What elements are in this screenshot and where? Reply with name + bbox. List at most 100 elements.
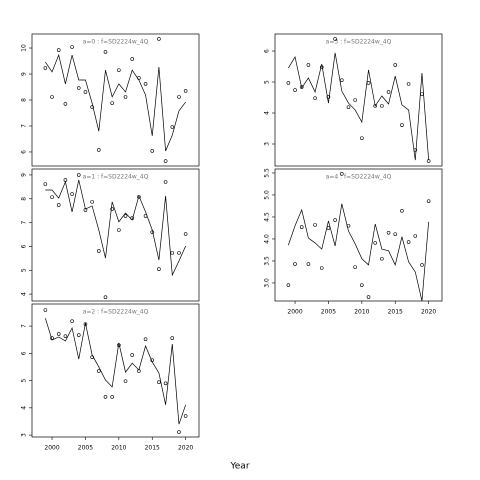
data-point — [90, 355, 94, 359]
y-tick-label: 5 — [21, 268, 28, 272]
fit-line — [45, 318, 186, 425]
x-tick-label: 2005 — [321, 309, 336, 316]
data-point — [366, 81, 371, 85]
data-point — [170, 125, 175, 129]
data-point — [286, 283, 291, 287]
data-point — [299, 225, 304, 229]
data-point — [313, 96, 317, 100]
data-point — [97, 249, 101, 253]
y-tick-label: 6 — [21, 244, 28, 248]
x-tick-label: 2000 — [44, 445, 59, 452]
y-tick-label: 3 — [21, 433, 28, 437]
data-point — [157, 380, 161, 385]
data-point — [313, 223, 317, 227]
data-point — [90, 105, 94, 109]
data-point — [333, 37, 337, 41]
y-tick-label: 3 — [264, 142, 271, 146]
y-tick-label: 6 — [264, 49, 271, 53]
y-tick-label: 5.5 — [264, 168, 271, 178]
data-point — [76, 333, 81, 337]
y-tick-label: 5 — [264, 80, 271, 84]
data-point — [373, 241, 378, 245]
data-point — [63, 102, 68, 106]
panel-frame — [274, 33, 443, 167]
data-point — [353, 98, 357, 102]
data-point — [420, 92, 424, 96]
data-point — [373, 104, 378, 108]
panel-title: a=1 : f=SD2224w_4Q — [83, 174, 149, 181]
data-point — [83, 322, 88, 326]
data-point — [293, 262, 297, 266]
data-point — [406, 240, 411, 244]
data-point — [50, 336, 54, 340]
data-point — [56, 203, 61, 207]
y-tick-label: 5 — [21, 378, 28, 382]
data-point — [163, 180, 168, 184]
data-point — [286, 81, 291, 85]
y-tick-label: 4.0 — [264, 234, 271, 244]
data-point — [123, 379, 128, 383]
data-point — [339, 78, 344, 82]
data-point — [183, 89, 188, 93]
panel-title: a=2 : f=SD2224w_4Q — [83, 309, 149, 316]
data-point — [103, 50, 108, 54]
x-tick-label: 2020 — [421, 309, 436, 316]
data-point — [70, 45, 74, 49]
data-point — [157, 37, 161, 41]
data-point — [360, 283, 364, 287]
panel-frame — [31, 33, 200, 167]
y-tick-label: 5.0 — [264, 190, 271, 200]
y-tick-label: 7 — [21, 124, 28, 128]
data-point — [76, 86, 81, 90]
x-tick-label: 2000 — [287, 309, 302, 316]
x-tick-label: 2015 — [388, 309, 403, 316]
data-point — [137, 369, 141, 373]
data-point — [50, 95, 54, 99]
data-point — [110, 101, 114, 105]
data-point — [43, 308, 48, 312]
x-tick-label: 2020 — [178, 445, 193, 452]
data-point — [413, 234, 418, 238]
data-point — [360, 136, 364, 140]
data-point — [426, 199, 431, 203]
data-point — [70, 192, 74, 196]
fit-line — [288, 203, 429, 302]
data-point — [137, 76, 141, 80]
data-point — [143, 82, 148, 86]
data-point — [130, 57, 134, 61]
data-point — [137, 195, 141, 199]
y-tick-label: 4 — [21, 406, 28, 410]
x-tick-label: 2005 — [78, 445, 93, 452]
data-point — [306, 63, 311, 67]
data-point — [183, 232, 188, 236]
data-point — [103, 295, 108, 299]
data-point — [130, 353, 134, 357]
data-point — [183, 414, 188, 418]
data-point — [353, 265, 357, 269]
data-point — [117, 343, 121, 347]
data-point — [386, 231, 391, 235]
data-point — [163, 381, 168, 386]
data-point — [63, 178, 68, 182]
data-point — [333, 218, 337, 222]
data-point — [386, 90, 391, 94]
x-tick-label: 2010 — [354, 309, 369, 316]
data-point — [123, 95, 128, 99]
y-tick-label: 8 — [21, 197, 28, 201]
data-point — [117, 68, 121, 72]
data-point — [117, 228, 121, 232]
panel-title: a=3 : f=SD2224w_4Q — [326, 39, 392, 46]
data-point — [346, 105, 351, 109]
y-tick-label: 3.5 — [264, 256, 271, 266]
data-point — [366, 295, 371, 299]
y-tick-label: 4.5 — [264, 212, 271, 222]
data-point — [56, 48, 61, 52]
x-tick-label: 2015 — [145, 445, 160, 452]
data-point — [103, 395, 108, 399]
y-tick-label: 10 — [20, 44, 27, 52]
data-point — [326, 226, 331, 230]
y-tick-label: 4 — [264, 111, 271, 115]
y-tick-label: 8 — [21, 98, 28, 102]
data-point — [299, 85, 304, 89]
y-tick-label: 6 — [21, 150, 28, 154]
